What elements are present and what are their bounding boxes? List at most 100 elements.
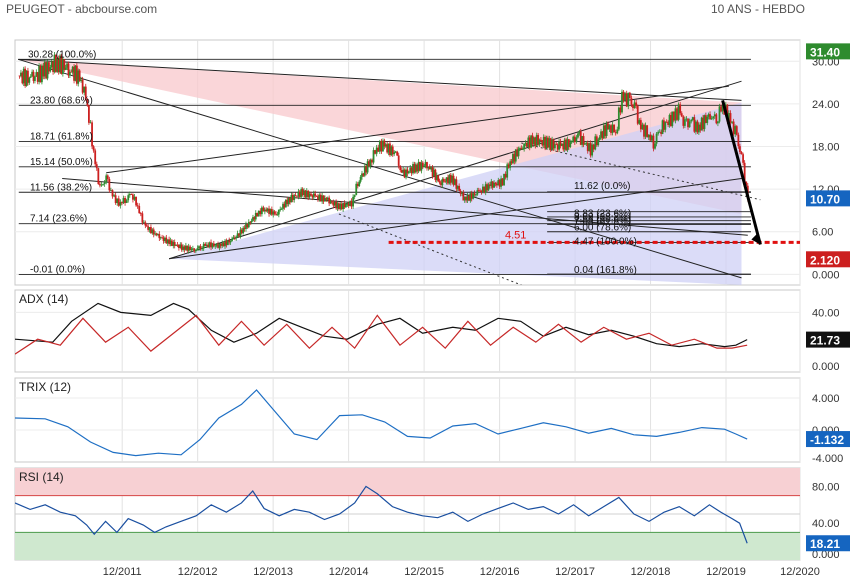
candle-body — [473, 193, 476, 195]
fib-level-label: 23.80 (68.6%) — [30, 95, 93, 106]
candle-body — [57, 58, 60, 72]
candle-body — [110, 190, 112, 191]
y-tick-label: 4.000 — [812, 393, 840, 405]
candle-body — [265, 209, 268, 212]
candle-body — [735, 126, 738, 135]
candle-body — [105, 175, 108, 183]
candle-body — [520, 148, 523, 150]
x-tick-label: 12/2019 — [706, 566, 746, 578]
candle-body — [279, 209, 282, 211]
trix-plot-area — [15, 389, 800, 457]
fib-ext-label: 6.00 (78.6%) — [574, 223, 631, 234]
candle-body — [319, 194, 322, 202]
y-tick-label: 18.00 — [812, 142, 840, 154]
candle-body — [572, 136, 575, 142]
candle-body — [687, 118, 689, 128]
candle-body — [60, 55, 63, 74]
candle-body — [519, 148, 521, 149]
candle-body — [465, 196, 468, 201]
candle-body — [308, 193, 311, 198]
candle-body — [175, 244, 177, 246]
candle-body — [64, 67, 67, 70]
candle-body — [570, 141, 573, 143]
candle-body — [346, 203, 349, 205]
candle-body — [106, 175, 109, 180]
candle-body — [720, 106, 722, 112]
candle-body — [145, 225, 148, 227]
candle-body — [619, 107, 622, 113]
candle-body — [333, 201, 336, 206]
candle-body — [384, 144, 387, 147]
candle-body — [480, 191, 483, 192]
candle-body — [740, 151, 743, 155]
candle-body — [563, 139, 566, 150]
candle-body — [132, 194, 134, 200]
candle-body — [45, 62, 48, 79]
candle-body — [189, 246, 191, 251]
candle-body — [660, 131, 663, 134]
panel-frame-adx — [14, 289, 801, 373]
candle-body — [433, 169, 435, 177]
candle-body — [372, 150, 375, 163]
candle-body — [89, 122, 92, 124]
candle-body — [284, 199, 287, 208]
candle-body — [121, 202, 123, 204]
candle-body — [661, 120, 664, 134]
candle-body — [582, 136, 585, 145]
candle-body — [732, 121, 735, 135]
candle-body — [242, 227, 245, 234]
candle-body — [310, 193, 312, 196]
candle-body — [214, 245, 217, 247]
candle-body — [573, 136, 576, 143]
candle-body — [567, 139, 570, 148]
candle-body — [697, 124, 700, 133]
candle-body — [283, 203, 286, 208]
candle-body — [202, 243, 205, 249]
candle-body — [451, 175, 454, 183]
candle-body — [455, 179, 458, 189]
candle-body — [717, 121, 719, 124]
candle-body — [442, 179, 445, 182]
fib-ext-label: 8.09 (38.2%) — [574, 212, 631, 223]
candle-body — [632, 104, 634, 109]
candle-body — [494, 182, 497, 184]
candle-body — [715, 114, 718, 124]
candle-body — [556, 144, 559, 150]
candle-body — [592, 144, 595, 150]
candle-body — [205, 244, 208, 246]
candle-body — [547, 137, 549, 148]
candle-body — [696, 121, 699, 133]
candle-body — [303, 190, 305, 196]
candle-body — [215, 244, 218, 246]
candle-body — [201, 248, 204, 250]
candle-body — [183, 246, 186, 250]
candle-body — [150, 227, 152, 234]
candle-body — [374, 150, 377, 154]
candle-body — [685, 118, 688, 120]
candle-body — [81, 79, 84, 93]
candle-body — [229, 241, 232, 243]
candle-body — [577, 133, 579, 138]
candle-body — [428, 167, 431, 170]
candle-body — [463, 196, 466, 201]
candle-body — [355, 183, 358, 196]
candle-body — [399, 165, 402, 171]
candle-body — [734, 126, 737, 135]
candle-body — [639, 120, 642, 130]
candle-body — [88, 105, 90, 123]
y-tick-label: 0.000 — [812, 269, 840, 281]
candle-body — [169, 240, 172, 244]
y-tick-label: 6.00 — [812, 227, 833, 239]
candle-body — [77, 70, 80, 84]
candle-body — [507, 164, 510, 168]
candle-body — [403, 169, 406, 178]
candle-body — [694, 121, 697, 132]
candle-body — [624, 93, 627, 101]
candle-body — [703, 115, 706, 130]
candle-body — [328, 197, 331, 204]
candle-body — [34, 76, 36, 81]
candle-body — [437, 175, 440, 182]
candle-body — [585, 143, 588, 144]
price-high-badge: 31.40 — [810, 45, 840, 59]
candle-body — [157, 234, 159, 235]
